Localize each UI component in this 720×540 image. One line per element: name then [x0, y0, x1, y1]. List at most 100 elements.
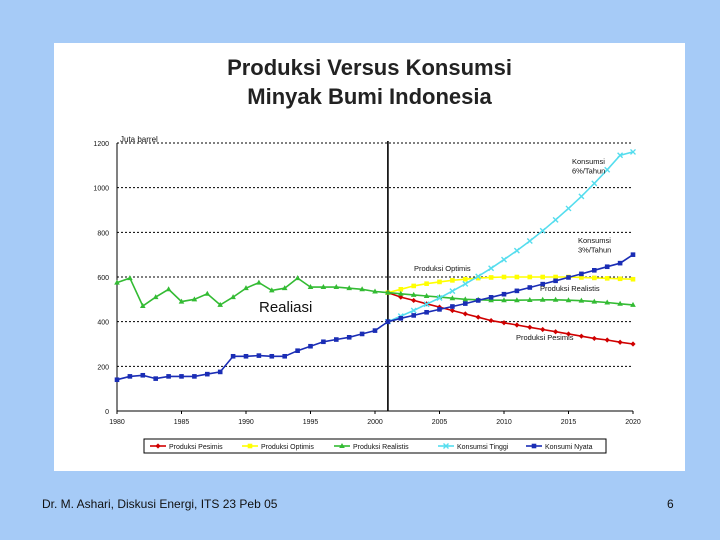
data-point — [540, 326, 546, 333]
data-point — [449, 288, 456, 295]
data-point — [617, 152, 624, 159]
data-point — [475, 273, 482, 280]
data-point — [140, 372, 146, 378]
data-point — [424, 281, 429, 286]
annotation-prod-pesimis: Produksi Pesimis — [516, 333, 574, 342]
data-point — [449, 307, 455, 314]
data-point — [424, 309, 429, 315]
data-point — [463, 276, 468, 282]
y-tick-label: 1200 — [93, 141, 109, 148]
data-point — [359, 286, 365, 292]
data-point — [540, 281, 545, 287]
data-point — [617, 339, 623, 345]
x-tick-label: 1985 — [174, 419, 190, 426]
y-tick-label: 800 — [97, 230, 109, 237]
data-point — [540, 274, 545, 280]
data-point — [178, 298, 185, 304]
data-point — [539, 296, 546, 302]
data-point — [437, 279, 442, 285]
data-point — [617, 276, 623, 282]
data-point — [514, 288, 520, 294]
data-point — [531, 443, 537, 449]
data-point — [488, 275, 494, 280]
data-point — [411, 283, 416, 289]
data-point — [339, 443, 345, 448]
data-point — [398, 286, 404, 292]
data-point — [153, 376, 158, 381]
page-number: 6 — [667, 497, 674, 511]
data-point — [114, 377, 120, 383]
data-point — [385, 319, 391, 324]
legend-label: Konsumi Nyata — [545, 444, 593, 451]
data-point — [269, 353, 275, 359]
y-tick-label: 0 — [105, 409, 109, 416]
data-point — [527, 274, 533, 280]
annotation-konsumsi-3: 3%/Tahun — [578, 246, 611, 255]
annotation-konsumsi-6: Konsumsi — [572, 157, 605, 166]
data-point — [217, 301, 223, 307]
x-tick-label: 2015 — [561, 419, 577, 426]
legend-label: Produksi Pesimis — [169, 444, 223, 451]
data-point — [166, 374, 171, 379]
x-tick-label: 1995 — [303, 419, 319, 426]
data-point — [488, 317, 494, 324]
data-point — [579, 271, 584, 277]
y-tick-label: 1000 — [93, 186, 109, 193]
data-point — [592, 268, 597, 273]
data-point — [247, 443, 253, 449]
data-point — [565, 205, 572, 212]
data-point — [230, 353, 236, 359]
slide-panel: Produksi Versus Konsumsi Minyak Bumi Ind… — [54, 43, 685, 471]
y-tick-label: 200 — [97, 364, 109, 371]
data-point — [565, 331, 572, 337]
data-point — [411, 313, 416, 318]
data-point — [437, 307, 442, 312]
data-point — [450, 278, 455, 283]
data-point — [294, 275, 301, 281]
data-point — [256, 279, 262, 285]
data-point — [205, 371, 210, 377]
data-point — [114, 279, 120, 285]
data-point — [475, 275, 481, 281]
data-point — [423, 301, 430, 308]
data-point — [372, 328, 378, 333]
data-point — [165, 286, 172, 292]
legend-box — [143, 438, 607, 454]
data-point — [591, 180, 598, 187]
data-point — [462, 311, 468, 317]
data-point — [256, 353, 262, 358]
data-point — [592, 275, 597, 281]
x-tick-label: 2010 — [496, 419, 512, 426]
data-point — [449, 295, 456, 301]
data-point — [604, 299, 610, 305]
y-tick-label: 600 — [97, 275, 109, 282]
data-point — [320, 284, 327, 290]
data-point — [527, 324, 533, 330]
data-point — [372, 288, 378, 294]
chart-title-line2: Minyak Bumi Indonesia — [247, 84, 492, 109]
data-point — [127, 275, 133, 281]
data-point — [604, 276, 610, 281]
data-point — [307, 284, 314, 290]
annotation-prod-realistis: Produksi Realistis — [540, 284, 600, 293]
x-tick-label: 2005 — [432, 419, 448, 426]
data-point — [514, 274, 520, 280]
data-point — [591, 298, 598, 304]
data-point — [475, 314, 481, 320]
data-point — [475, 298, 481, 303]
data-point — [269, 287, 275, 293]
data-point — [191, 296, 198, 302]
data-point — [127, 374, 133, 379]
data-point — [566, 275, 571, 280]
data-point — [385, 289, 391, 295]
data-point — [333, 284, 340, 290]
data-point — [423, 292, 430, 298]
data-point — [488, 295, 494, 300]
annotation-realiasi: Realiasi — [259, 299, 312, 316]
data-point — [281, 285, 288, 291]
data-point — [410, 307, 417, 314]
data-point — [604, 166, 611, 173]
data-point — [179, 374, 184, 379]
data-point — [243, 285, 249, 291]
data-point — [514, 297, 520, 303]
